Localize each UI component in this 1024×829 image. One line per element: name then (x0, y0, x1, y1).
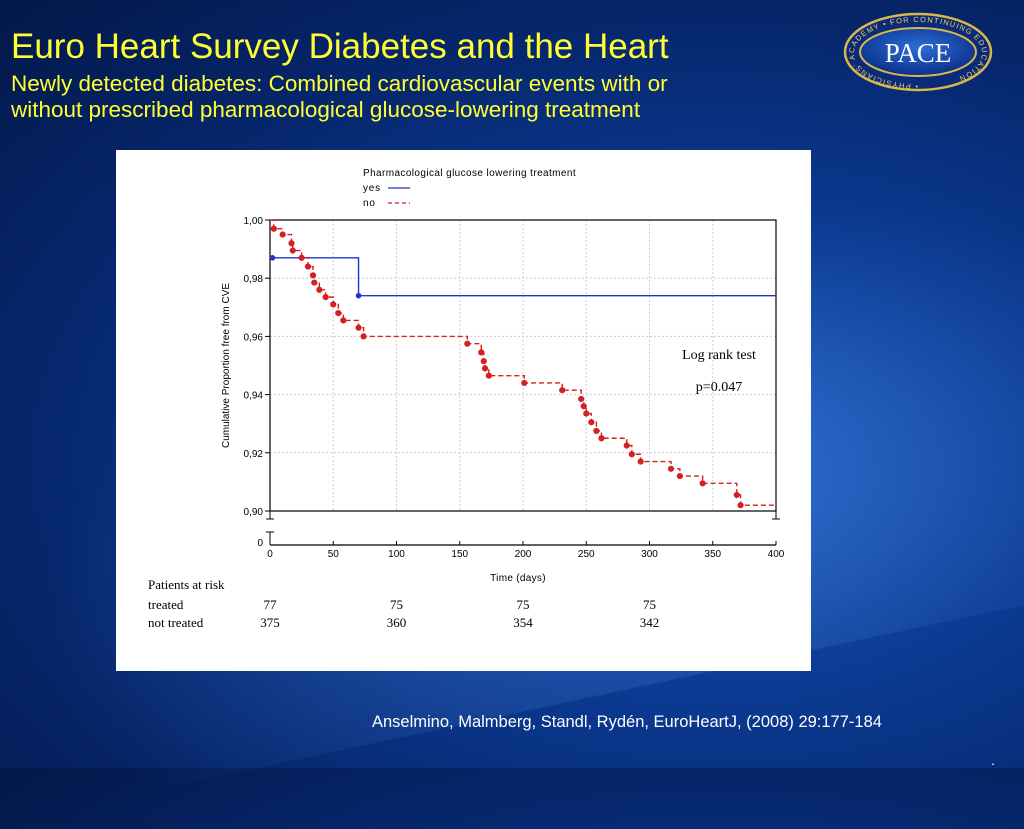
citation: Anselmino, Malmberg, Standl, Rydén, Euro… (372, 713, 882, 731)
series-line-yes (270, 257, 776, 297)
pace-logo: • PHYSICIANS' ACADEMY • FOR CONTINUING E… (843, 12, 993, 92)
y-zero-label: 0 (257, 538, 263, 549)
event-marker-no (478, 349, 485, 356)
logrank-annotation: Log rank test (682, 348, 756, 363)
at-risk-value: 354 (513, 615, 533, 630)
slide-subtitle-line-2: without prescribed pharmacological gluco… (11, 97, 641, 122)
slide-subtitle-line-1: Newly detected diabetes: Combined cardio… (11, 71, 668, 96)
event-marker-yes (355, 292, 362, 299)
event-marker-no (623, 442, 630, 449)
slide-title: Euro Heart Survey Diabetes and the Heart (11, 27, 669, 66)
at-risk-row-label-treated: treated (148, 597, 184, 612)
event-marker-no (464, 340, 471, 347)
x-tick-label: 0 (267, 549, 273, 560)
survival-chart: Pharmacological glucose lowering treatme… (148, 168, 785, 630)
chart-grid (270, 220, 776, 511)
event-marker-no (593, 427, 600, 435)
event-marker-no (733, 491, 740, 499)
at-risk-value: 75 (643, 597, 656, 612)
pvalue-annotation: p=0.047 (696, 380, 742, 395)
event-marker-no (480, 358, 487, 365)
chart-axes: 0,90 0,92 0,94 0,96 0,98 1,00 00 50 100 150 200 250… (244, 216, 785, 560)
event-marker-no (322, 294, 329, 301)
event-marker-no (637, 458, 644, 465)
event-marker-no (485, 372, 492, 379)
event-marker-no (304, 263, 312, 270)
x-axis-label: Time (days) (490, 573, 546, 584)
event-marker-no (628, 451, 635, 458)
chart-plot-area (269, 219, 776, 509)
y-tick-label: 0,92 (244, 449, 264, 460)
logo-text: PACE (885, 38, 952, 68)
x-tick-label: 150 (451, 549, 468, 560)
y-axis-label: Cumulative Proportion free from CVE (221, 283, 232, 448)
x-tick-label: 200 (515, 549, 532, 560)
event-marker-no (340, 317, 347, 324)
event-marker-no (667, 465, 675, 472)
event-marker-no (311, 279, 318, 286)
legend-title: Pharmacological glucose lowering treatme… (363, 168, 576, 179)
event-marker-no (355, 324, 362, 331)
at-risk-value: 75 (517, 597, 530, 612)
y-tick-label: 1,00 (244, 216, 264, 227)
at-risk-value: 375 (260, 615, 280, 630)
event-marker-no (737, 502, 744, 509)
x-tick-label: 250 (578, 549, 595, 560)
at-risk-value: 342 (640, 615, 660, 630)
event-marker-no (521, 379, 528, 387)
event-marker-no (298, 254, 305, 261)
event-marker-no (676, 472, 683, 480)
event-marker-no (578, 395, 585, 403)
x-tick-label: 400 (768, 549, 785, 560)
y-tick-label: 0,90 (244, 507, 264, 518)
event-marker-no (309, 272, 317, 279)
y-tick-label: 0,94 (244, 391, 264, 402)
at-risk-table: Patients at risk treated not treated 77 7… (148, 577, 659, 630)
event-marker-no (583, 410, 590, 417)
event-marker-no (559, 387, 566, 394)
event-marker-no (330, 301, 337, 308)
x-tick-label: 300 (641, 549, 658, 560)
event-marker-no (588, 419, 595, 426)
x-tick-label: 50 (328, 549, 340, 560)
y-tick-label: 0,96 (244, 332, 264, 343)
x-tick-label: 350 (704, 549, 721, 560)
event-marker-yes (269, 255, 276, 261)
x-tick-label: 100 (388, 549, 405, 560)
event-marker-no (481, 365, 489, 372)
event-marker-no (699, 480, 706, 487)
trailing-mark: . (991, 752, 995, 768)
plot-frame (269, 219, 777, 512)
event-marker-no (279, 231, 286, 238)
event-marker-no (598, 435, 605, 442)
event-marker-no (289, 247, 296, 254)
at-risk-header: Patients at risk (148, 577, 225, 592)
at-risk-value: 360 (387, 615, 407, 630)
y-tick-label: 0,98 (244, 274, 264, 285)
chart-panel: Pharmacological glucose lowering treatme… (116, 150, 811, 671)
chart-legend: Pharmacological glucose lowering treatme… (363, 168, 576, 209)
event-marker-no (288, 240, 295, 247)
at-risk-value: 77 (264, 597, 278, 612)
event-marker-no (270, 225, 277, 232)
legend-label-no: no (363, 198, 376, 209)
at-risk-value: 75 (390, 597, 403, 612)
event-marker-no (360, 333, 367, 340)
event-marker-no (335, 310, 342, 317)
event-marker-no (316, 286, 323, 293)
event-marker-no (580, 403, 587, 410)
at-risk-row-label-not-treated: not treated (148, 615, 204, 630)
legend-label-yes: yes (363, 183, 381, 194)
